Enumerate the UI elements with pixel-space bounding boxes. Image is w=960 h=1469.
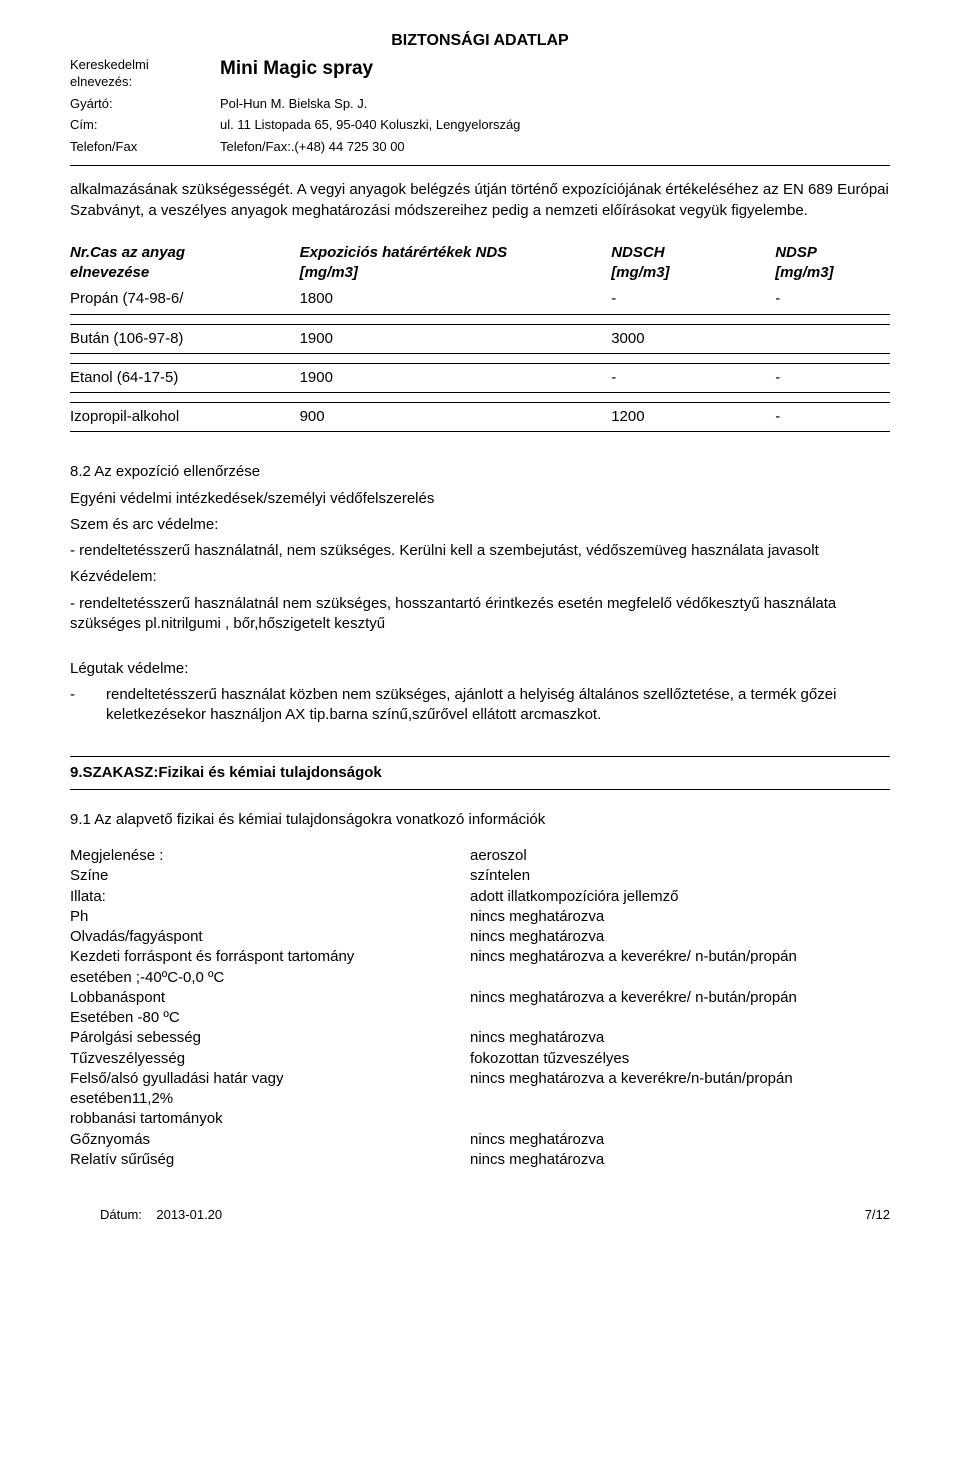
prop-row: esetében ;-40ºC-0,0 ºC — [70, 968, 890, 988]
th-nds: Expoziciós határértékek NDS [mg/m3] — [300, 241, 612, 286]
table-row: Etanol (64-17-5) 1900 - - — [70, 363, 890, 392]
prop-row: Tűzveszélyesség fokozottan tűzveszélyes — [70, 1049, 890, 1069]
exposure-limits-table: Nr.Cas az anyag elnevezése Expoziciós ha… — [70, 241, 890, 433]
ppe-line: Egyéni védelmi intézkedések/személyi véd… — [70, 489, 890, 509]
section-9-1-sub: 9.1 Az alapvető fizikai és kémiai tulajd… — [70, 810, 890, 830]
th-substance: Nr.Cas az anyag elnevezése — [70, 241, 300, 286]
address-value: ul. 11 Listopada 65, 95-040 Koluszki, Le… — [220, 116, 890, 134]
eye-text: - rendeltetésszerű használatnál, nem szü… — [70, 541, 890, 561]
resp-label: Légutak védelme: — [70, 659, 890, 679]
prop-row: Gőznyomásnincs meghatározva — [70, 1130, 890, 1150]
phone-value: Telefon/Fax:.(+48) 44 725 30 00 — [220, 138, 890, 156]
dash-icon: - — [88, 685, 106, 705]
prop-row: esetében11,2% — [70, 1089, 890, 1109]
footer-date-label: Dátum: — [100, 1207, 142, 1222]
hand-label: Kézvédelem: — [70, 567, 890, 587]
footer-date-value: 2013-01.20 — [156, 1207, 222, 1222]
prop-row: Felső/alsó gyulladási határ vagy nincs m… — [70, 1069, 890, 1089]
page-footer: Dátum: 2013-01.20 7/12 — [70, 1200, 890, 1224]
manufacturer-name: Pol-Hun M. Bielska Sp. J. — [220, 95, 890, 113]
eye-label: Szem és arc védelme: — [70, 515, 890, 535]
prop-row: Olvadás/fagyáspontnincs meghatározva — [70, 927, 890, 947]
section-8-2: 8.2 Az expozíció ellenőrzése Egyéni véde… — [70, 462, 890, 725]
prop-row: Lobbanáspont nincs meghatározva a keveré… — [70, 988, 890, 1008]
product-name: Mini Magic spray — [220, 56, 890, 91]
prop-row: robbanási tartományok — [70, 1109, 890, 1129]
prop-row: Kezdeti forráspont és forráspont tartomá… — [70, 947, 890, 967]
prop-row: Illata:adott illatkompozícióra jellemző — [70, 887, 890, 907]
intro-paragraph: alkalmazásának szükségességét. A vegyi a… — [70, 180, 890, 221]
prop-row: Színe színtelen — [70, 866, 890, 886]
section-9-heading: 9.SZAKASZ:Fizikai és kémiai tulajdonságo… — [70, 756, 890, 790]
prop-row: Relatív sűrűségnincs meghatározva — [70, 1150, 890, 1170]
header-block: Kereskedelmi elnevezés: Mini Magic spray… — [70, 56, 890, 167]
table-row: Propán (74-98-6/ 1800 - - — [70, 285, 890, 314]
prop-row: Párolgási sebesség nincs meghatározva — [70, 1028, 890, 1048]
th-ndsch: NDSCH [mg/m3] — [611, 241, 775, 286]
document-title: BIZTONSÁGI ADATLAP — [70, 30, 890, 56]
label-address: Cím: — [70, 116, 190, 134]
label-phone: Telefon/Fax — [70, 138, 190, 156]
properties-list: Megjelenése :aeroszol Színe színtelen Il… — [70, 846, 890, 1170]
table-row: Izopropil-alkohol 900 1200 - — [70, 403, 890, 432]
resp-bullet: -rendeltetésszerű használat közben nem s… — [106, 685, 890, 726]
label-manufacturer: Gyártó: — [70, 95, 190, 113]
prop-row: Phnincs meghatározva — [70, 907, 890, 927]
th-ndsp: NDSP [mg/m3] — [775, 241, 890, 286]
prop-row: Esetében -80 ºC — [70, 1008, 890, 1028]
label-trade-name: Kereskedelmi elnevezés: — [70, 56, 190, 91]
hand-text: - rendeltetésszerű használatnál nem szük… — [70, 594, 890, 635]
table-row: Bután (106-97-8) 1900 3000 — [70, 324, 890, 353]
prop-row: Megjelenése :aeroszol — [70, 846, 890, 866]
page-number: 7/12 — [865, 1206, 890, 1224]
heading-8-2: 8.2 Az expozíció ellenőrzése — [70, 462, 890, 482]
